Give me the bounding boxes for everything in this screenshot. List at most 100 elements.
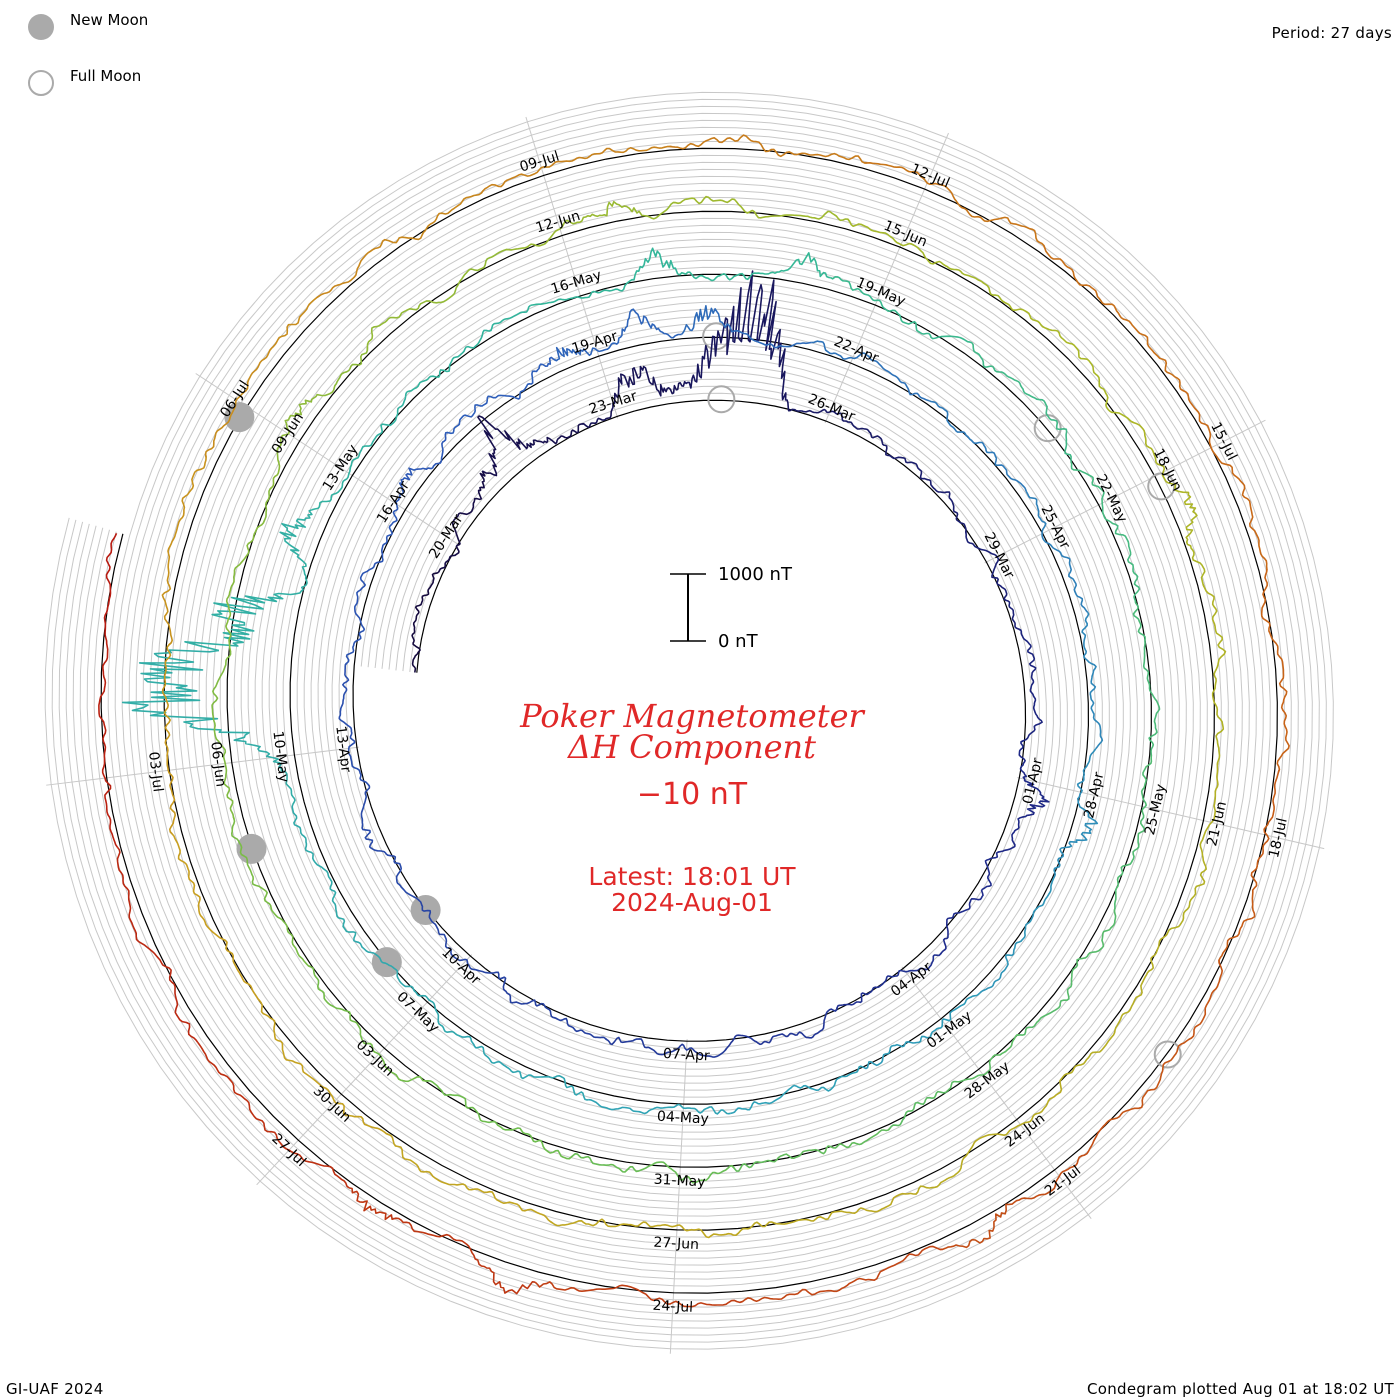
trace-segment (568, 1153, 735, 1184)
date-label: 04-May (657, 1109, 710, 1128)
spiral-grid (44, 91, 1334, 1354)
grid-spoke (543, 177, 564, 238)
trace-segment (344, 543, 385, 666)
trace-segment (121, 649, 296, 806)
trace-segment (196, 1041, 350, 1189)
grid-spiral (72, 119, 1306, 1322)
delta-h-trace (98, 134, 1290, 1308)
baseline-value: −10 nT (637, 777, 748, 812)
trace-segment (1059, 933, 1168, 1082)
date-label: 21-Jun (1204, 800, 1230, 848)
period-label: Period: 27 days (1271, 24, 1392, 42)
date-label: 26-Mar (806, 391, 858, 425)
new-moon-marker (410, 895, 441, 926)
grid-spoke (46, 777, 109, 786)
trace-segment (211, 649, 235, 820)
trace-segment (811, 340, 930, 402)
date-label: 21-Jul (1042, 1163, 1084, 1200)
new-moon-icon (28, 14, 54, 40)
grid-spoke (248, 407, 302, 443)
trace-segment (549, 1218, 739, 1239)
trace-segment (413, 896, 505, 980)
date-label: 03-Jul (145, 751, 166, 793)
trace-segment (1113, 754, 1153, 911)
grid-spoke (1040, 505, 1098, 535)
legend-full-moon-label: Full Moon (70, 67, 142, 85)
grid-spoke (898, 190, 925, 250)
trace-segment (971, 342, 1072, 462)
trace-segment (684, 270, 794, 412)
latest-time: Latest: 18:01 UT (588, 862, 796, 891)
date-label: 16-May (549, 267, 603, 297)
trace-segment (1002, 300, 1135, 424)
grid-spoke (977, 1067, 1016, 1119)
date-label: 29-Mar (981, 530, 1018, 581)
grid-spoke (676, 1164, 681, 1228)
grid-spoke (1015, 1117, 1054, 1169)
grid-spoke (669, 1290, 675, 1354)
trace-segment (735, 1191, 919, 1236)
trace-segment (308, 965, 429, 1083)
scale-bar: 1000 nT 0 nT (670, 564, 793, 652)
trace-segment (338, 662, 371, 787)
grid-spoke (923, 132, 949, 192)
chart-title: Poker Magnetometer (519, 697, 865, 735)
legend-new-moon: New Moon (28, 11, 148, 40)
trace-segment (680, 305, 812, 349)
trace-segment (360, 784, 416, 899)
trace-segment (1016, 908, 1117, 1036)
trace-segment (169, 831, 261, 1002)
grid-spoke (673, 1227, 678, 1291)
trace-segment (669, 134, 868, 164)
trace-segment (965, 531, 1022, 631)
date-label: 15-Jul (1207, 420, 1240, 463)
grid-spoke (824, 364, 851, 424)
trace-segment (864, 162, 1046, 249)
footer-credit: GI-UAF 2024 (6, 1380, 104, 1398)
date-label: 27-Jun (653, 1235, 699, 1253)
grid-spoke (385, 1000, 430, 1048)
grid-spiral (93, 140, 1285, 1301)
trace-segment (411, 571, 439, 673)
grid-spoke (1017, 776, 1079, 793)
full-moon-marker (1147, 472, 1176, 501)
trace-segment (888, 454, 967, 534)
baseline-spiral (100, 147, 1278, 1294)
trace-segment (1202, 584, 1227, 765)
grid-spoke (679, 1102, 685, 1166)
trace-segment (1025, 491, 1089, 613)
grid-spoke (598, 357, 619, 419)
new-moon-marker (224, 402, 255, 433)
new-moon-marker (371, 947, 402, 978)
grid-spoke (580, 297, 600, 359)
trace-segment (477, 415, 584, 477)
trace-segment (677, 252, 831, 282)
trace-segment (830, 276, 973, 344)
trace-segment (316, 190, 484, 299)
trace-segment (979, 877, 1055, 994)
trace-segment (257, 998, 389, 1136)
date-label: 01-May (924, 1008, 975, 1052)
date-label: 10-Apr (438, 944, 483, 988)
trace-segment (724, 1007, 838, 1051)
trace-segment (863, 992, 981, 1070)
grid-spoke (299, 1092, 344, 1140)
trace-segment (534, 1281, 743, 1308)
grid-spiral (86, 133, 1292, 1308)
scale-top-label: 1000 nT (718, 564, 793, 585)
trace-segment (1260, 568, 1290, 773)
trace-segment (204, 295, 320, 458)
trace-segment (604, 1036, 728, 1058)
grid-spiral (79, 126, 1299, 1315)
date-label: 19-Apr (570, 328, 620, 357)
date-label: 12-Jul (908, 161, 952, 192)
trace-segment (939, 1124, 1106, 1251)
date-label: 10-May (269, 730, 291, 783)
date-label: 25-Apr (1037, 503, 1073, 552)
trace-segment (161, 454, 207, 646)
trace-segment (530, 247, 679, 307)
trace-segment (480, 145, 673, 194)
date-label: 28-Apr (1081, 770, 1107, 819)
grid-spoke (428, 954, 473, 1002)
